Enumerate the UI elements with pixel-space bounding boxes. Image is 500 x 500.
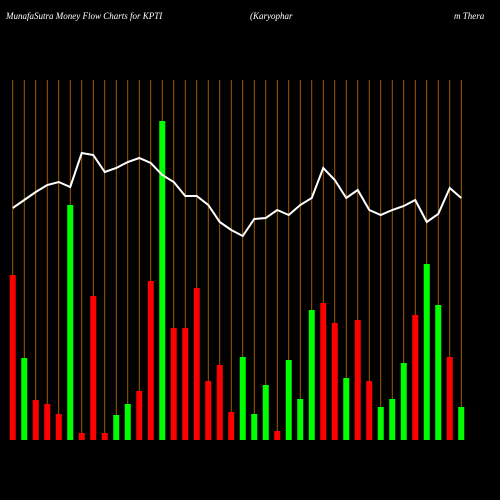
bar (446, 357, 453, 440)
chart-title: MunafaSutra Money Flow Charts for KPTI (5, 11, 163, 21)
bar (320, 303, 327, 440)
bar (366, 381, 373, 440)
bar (239, 357, 246, 440)
bar (193, 288, 200, 440)
bar (21, 358, 28, 440)
chart-subtitle: (Karyophar (250, 11, 293, 21)
bar (297, 399, 304, 440)
bar (147, 281, 154, 440)
bar (354, 320, 361, 440)
bar (308, 310, 315, 440)
bar (228, 412, 235, 440)
bar (90, 296, 97, 440)
bar (400, 363, 407, 440)
bar (423, 264, 430, 440)
bar (285, 360, 292, 440)
bar (274, 431, 281, 440)
bar (412, 315, 419, 440)
bar (182, 328, 189, 440)
bar (170, 328, 177, 440)
bar (101, 433, 108, 440)
bar (343, 378, 350, 440)
bar (389, 399, 396, 440)
bar (32, 400, 39, 440)
bar (251, 414, 258, 440)
bar (205, 381, 212, 440)
money-flow-line (12, 151, 462, 238)
bar (262, 385, 269, 440)
bar (113, 415, 120, 440)
bar (124, 404, 131, 440)
bar (216, 365, 223, 440)
bar (78, 433, 85, 440)
bar (67, 205, 74, 440)
bar (331, 323, 338, 440)
bar (44, 404, 51, 440)
bar (55, 414, 62, 440)
bar (435, 305, 442, 440)
bar (159, 121, 166, 440)
bar (458, 407, 465, 440)
bar (9, 275, 16, 440)
bar (136, 391, 143, 440)
bar (377, 407, 384, 440)
chart-subtitle: m Thera (454, 11, 485, 21)
